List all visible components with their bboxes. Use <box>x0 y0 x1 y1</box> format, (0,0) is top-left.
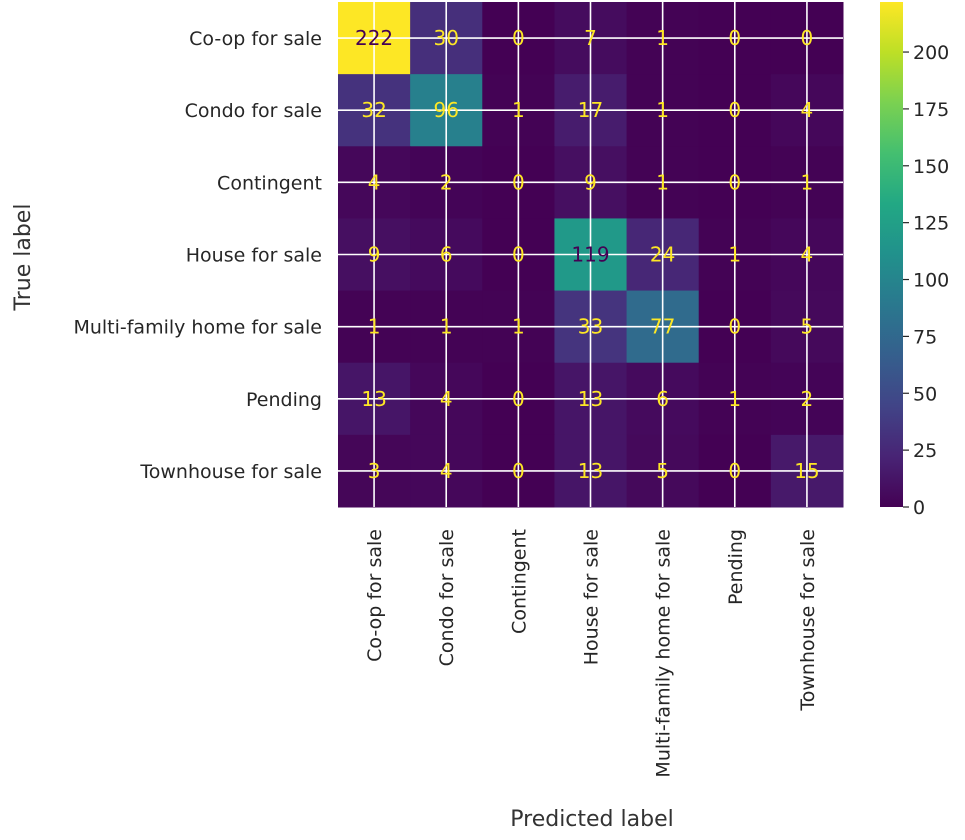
cell-value-label: 6 <box>656 387 669 411</box>
colorbar-tick-label: 100 <box>913 270 949 292</box>
cell-value-label: 4 <box>440 459 453 483</box>
cell-value-label: 1 <box>656 98 669 122</box>
x-tick-label: House for sale <box>581 529 603 665</box>
cell-value-label: 1 <box>656 26 669 50</box>
y-tick-label: House for sale <box>186 245 322 267</box>
x-tick-label: Condo for sale <box>436 529 458 666</box>
cell-value-label: 77 <box>650 315 675 339</box>
cell-value-label: 96 <box>433 98 458 122</box>
y-tick-label: Pending <box>246 389 322 411</box>
cell-value-label: 0 <box>728 315 741 339</box>
colorbar-tick-label: 0 <box>913 497 925 519</box>
cell-value-label: 0 <box>512 243 525 267</box>
cell-value-label: 13 <box>578 459 603 483</box>
cell-value-label: 13 <box>578 387 603 411</box>
y-tick-label: Condo for sale <box>185 100 322 122</box>
x-tick-label: Multi-family home for sale <box>653 529 675 778</box>
x-tick-label: Co-op for sale <box>364 529 386 662</box>
cell-value-label: 4 <box>368 170 381 194</box>
cell-value-label: 0 <box>728 459 741 483</box>
x-tick-label: Contingent <box>508 529 530 634</box>
cell-value-label: 1 <box>512 315 525 339</box>
cell-value-label: 2 <box>440 170 453 194</box>
x-axis-label: Predicted label <box>510 807 673 832</box>
colorbar-tick-label: 50 <box>913 383 937 405</box>
cell-value-label: 119 <box>571 243 609 267</box>
cell-value-label: 5 <box>801 315 814 339</box>
cell-value-label: 30 <box>433 26 458 50</box>
cell-value-label: 4 <box>801 98 814 122</box>
cell-value-label: 4 <box>440 387 453 411</box>
cell-value-label: 0 <box>512 26 525 50</box>
cell-value-label: 3 <box>368 459 381 483</box>
cell-value-label: 0 <box>728 26 741 50</box>
cell-value-label: 0 <box>728 98 741 122</box>
cell-value-label: 5 <box>656 459 669 483</box>
cell-value-label: 17 <box>578 98 603 122</box>
colorbar-tick-label: 125 <box>913 213 949 235</box>
cell-value-label: 1 <box>440 315 453 339</box>
cell-value-label: 1 <box>728 387 741 411</box>
cell-value-label: 15 <box>794 459 819 483</box>
cell-value-label: 0 <box>512 170 525 194</box>
cell-value-label: 0 <box>512 459 525 483</box>
cell-value-label: 222 <box>355 26 393 50</box>
cell-value-label: 4 <box>801 243 814 267</box>
cell-value-label: 24 <box>650 243 675 267</box>
colorbar-tick-label: 25 <box>913 440 937 462</box>
colorbar <box>880 2 903 507</box>
colorbar-tick-label: 175 <box>913 99 949 121</box>
colorbar-tick-label: 75 <box>913 326 937 348</box>
cell-value-label: 6 <box>440 243 453 267</box>
cell-value-label: 13 <box>361 387 386 411</box>
y-axis-label: True label <box>11 204 36 312</box>
colorbar-tick-label: 200 <box>913 42 949 64</box>
cell-value-label: 9 <box>368 243 381 267</box>
cell-value-label: 2 <box>801 387 814 411</box>
cell-value-label: 0 <box>801 26 814 50</box>
x-tick-label: Townhouse for sale <box>797 529 819 712</box>
colorbar-tick-label: 150 <box>913 156 949 178</box>
cell-value-label: 0 <box>728 170 741 194</box>
y-tick-label: Co-op for sale <box>189 28 322 50</box>
cell-value-label: 1 <box>368 315 381 339</box>
y-tick-label: Multi-family home for sale <box>73 317 322 339</box>
cell-value-label: 9 <box>584 170 597 194</box>
cell-value-label: 1 <box>512 98 525 122</box>
cell-value-label: 33 <box>578 315 603 339</box>
cell-value-label: 1 <box>801 170 814 194</box>
cell-value-label: 32 <box>361 98 386 122</box>
y-tick-label: Townhouse for sale <box>139 461 322 483</box>
cell-value-label: 1 <box>728 243 741 267</box>
cell-value-label: 0 <box>512 387 525 411</box>
cell-value-label: 7 <box>584 26 597 50</box>
cell-value-label: 1 <box>656 170 669 194</box>
x-tick-label: Pending <box>725 529 747 605</box>
y-tick-label: Contingent <box>217 172 322 194</box>
